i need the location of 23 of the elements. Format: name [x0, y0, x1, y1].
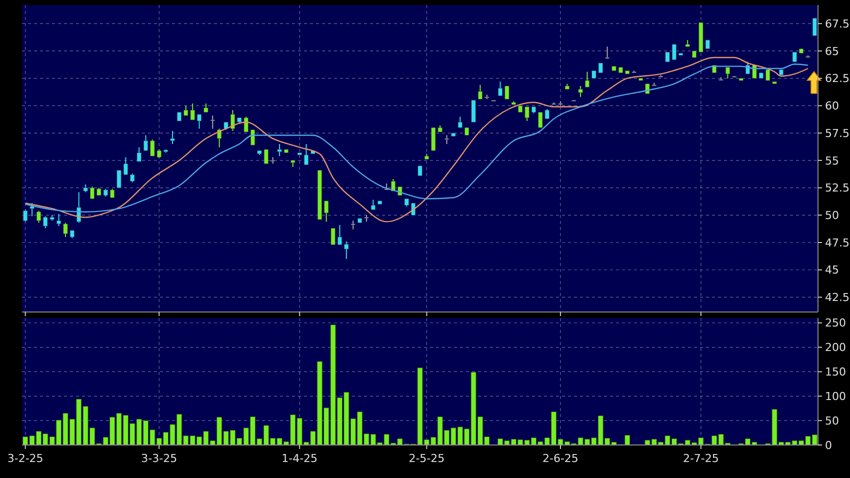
x-tick-label: 3-3-25	[141, 452, 178, 465]
x-tick-label: 2-5-25	[408, 452, 445, 465]
x-tick-label: 2-6-25	[542, 452, 578, 465]
y-tick-label: 60	[825, 100, 839, 113]
y-tick-label: 55	[825, 154, 839, 168]
y-tick-label: 50	[825, 414, 839, 428]
x-tick-label: 1-4-25	[282, 452, 318, 465]
y-tick-label: 67.5	[825, 17, 850, 30]
x-tick-label: 2-7-25	[682, 452, 719, 465]
y-tick-label: 0	[825, 438, 832, 452]
y-tick-label: 45	[825, 264, 839, 277]
y-tick-label: 150	[825, 366, 846, 379]
y-tick-label: 62.5	[825, 72, 850, 86]
y-tick-label: 250	[825, 316, 846, 330]
y-tick-label: 100	[825, 390, 846, 404]
y-tick-label: 50	[825, 208, 839, 222]
y-tick-label: 52.5	[825, 182, 850, 195]
y-tick-label: 47.5	[825, 236, 850, 250]
y-tick-label: 65	[825, 44, 839, 58]
y-tick-label: 200	[825, 341, 846, 354]
x-tick-label: 3-2-25	[7, 452, 44, 465]
y-tick-label: 57.5	[825, 126, 850, 140]
y-tick-label: 42.5	[825, 291, 850, 304]
